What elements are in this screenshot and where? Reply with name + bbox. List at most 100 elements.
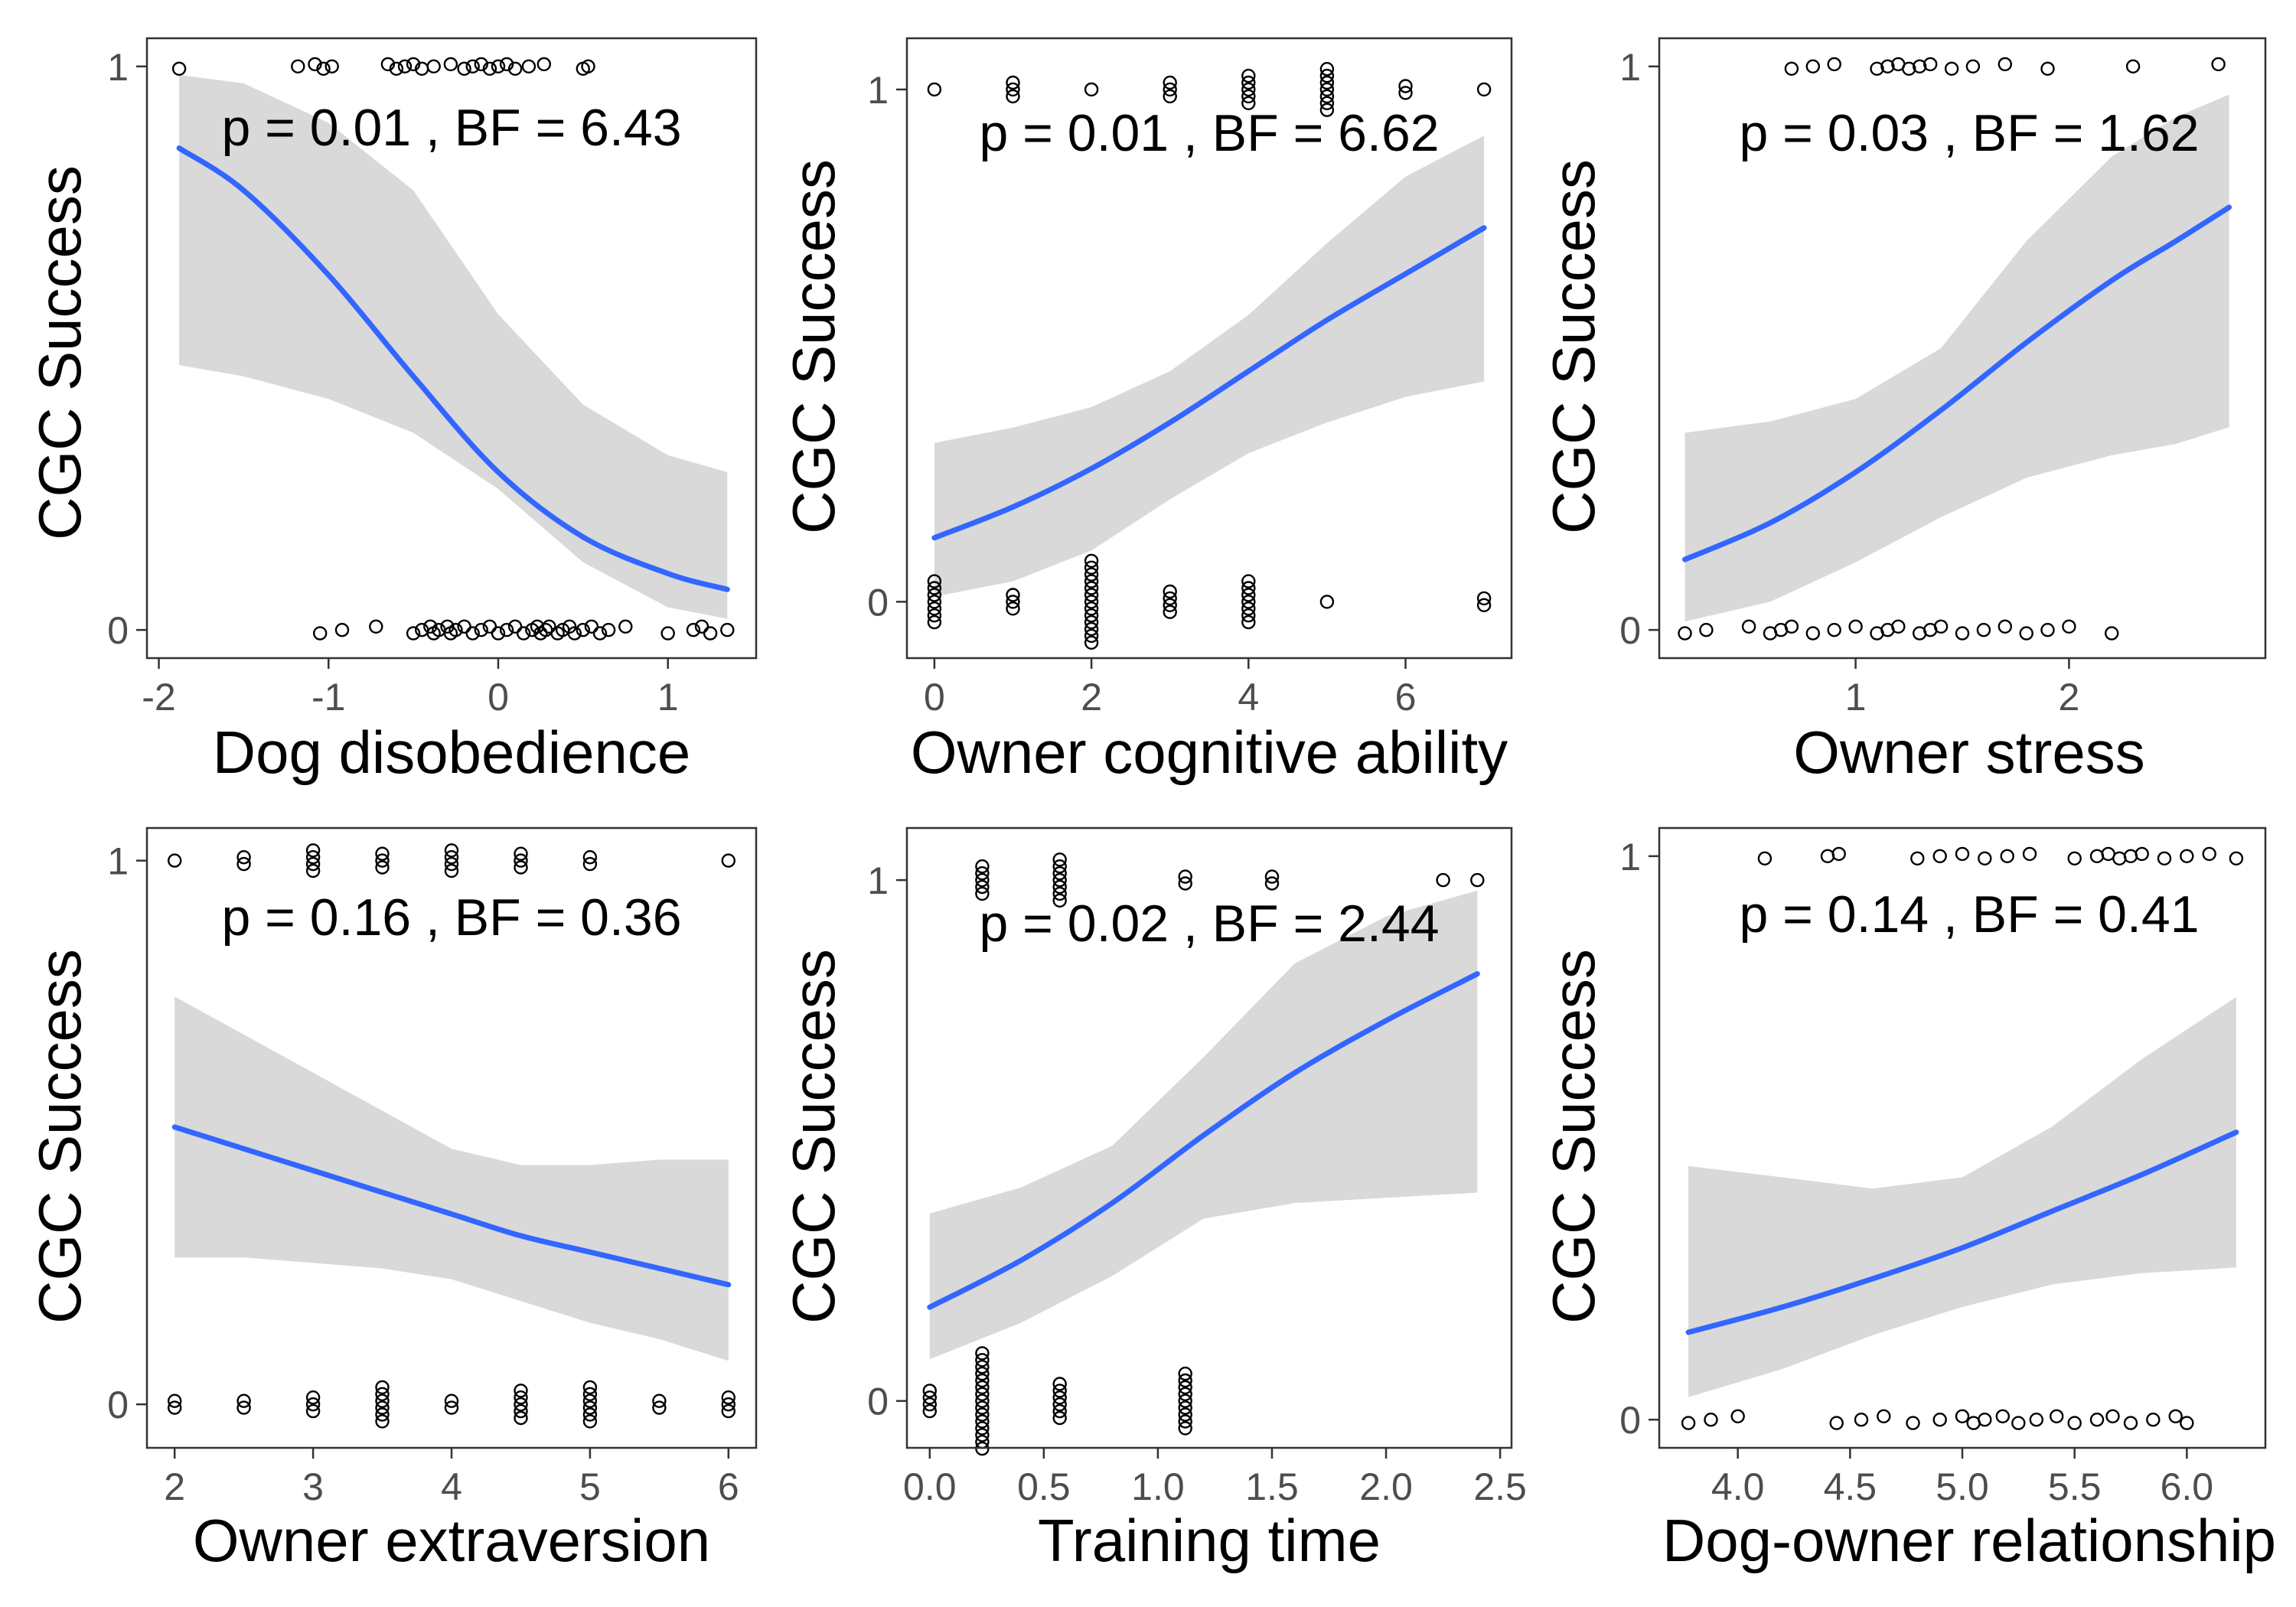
data-point <box>2089 1412 2105 1427</box>
data-point <box>1955 1409 1970 1424</box>
data-point <box>305 863 321 878</box>
data-point <box>721 853 735 868</box>
data-point <box>1933 619 1949 634</box>
data-point <box>1084 581 1099 595</box>
data-point <box>592 626 608 641</box>
x-tick-label: 2 <box>2059 676 2080 719</box>
y-tick-label: 0 <box>867 1380 889 1423</box>
data-point <box>922 1384 938 1398</box>
data-point <box>618 619 633 634</box>
data-point <box>514 1390 528 1405</box>
data-point <box>1241 614 1256 630</box>
xlabel: Training time <box>1038 1507 1381 1574</box>
data-point <box>975 1428 990 1442</box>
data-point <box>1052 879 1067 895</box>
plot-frame <box>145 37 758 660</box>
data-point <box>536 57 551 72</box>
data-point <box>652 1400 667 1415</box>
data-point <box>582 1400 598 1415</box>
data-point <box>1084 628 1099 644</box>
data-point <box>1178 1421 1192 1436</box>
data-point <box>2135 846 2149 862</box>
plot-layer: 2 3 4 5 6 0 1 <box>107 826 758 1508</box>
data-point <box>922 1403 938 1419</box>
data-point <box>375 1400 390 1415</box>
data-point <box>1084 621 1099 637</box>
data-point <box>1436 872 1450 888</box>
data-point <box>1241 595 1256 609</box>
data-point <box>305 856 321 872</box>
data-point <box>2157 851 2172 866</box>
data-point <box>1757 851 1773 866</box>
data-point <box>2168 1409 2183 1424</box>
x-tick-label: 5 <box>579 1465 601 1508</box>
data-point <box>1704 1412 1718 1427</box>
plot-frame <box>1658 37 2267 660</box>
data-point <box>444 863 459 878</box>
ylabel: CGC Success <box>26 165 93 540</box>
data-point <box>975 872 990 888</box>
data-point <box>1319 89 1335 104</box>
data-point <box>465 626 480 641</box>
y-tick-label: 0 <box>107 1384 129 1426</box>
data-point <box>1476 82 1492 97</box>
data-point <box>927 595 942 609</box>
data-point <box>444 1393 459 1408</box>
data-point <box>305 843 321 858</box>
data-point <box>1678 626 1692 641</box>
data-point <box>1178 1373 1192 1388</box>
data-point <box>444 849 459 865</box>
x-tick-label: 6 <box>718 1465 739 1508</box>
data-point <box>1923 57 1938 72</box>
data-point <box>1998 619 2013 634</box>
y-tick-label: 1 <box>1619 836 1641 878</box>
data-point <box>167 1393 182 1408</box>
data-point <box>2202 846 2216 862</box>
ylabel: CGC Success <box>1540 949 1607 1324</box>
data-point <box>514 1397 528 1412</box>
data-point <box>975 1387 990 1402</box>
data-point <box>1052 1410 1067 1426</box>
data-point <box>1084 560 1099 575</box>
data-point <box>975 865 990 881</box>
data-point <box>1932 1412 1947 1427</box>
data-point <box>375 1407 390 1422</box>
x-tick-label: 2 <box>164 1465 185 1508</box>
data-point <box>2029 1412 2044 1427</box>
data-point <box>1476 591 1492 606</box>
x-tick-label: 1 <box>1845 676 1867 719</box>
data-point <box>1178 1366 1192 1381</box>
data-point <box>1241 82 1256 97</box>
data-point <box>2067 1416 2082 1430</box>
data-point <box>1829 1416 1844 1430</box>
panel-training-time: 0.0 0.5 1.0 1.5 2.0 2.5 0 1 Training time CGC S… <box>780 826 1527 1574</box>
data-point <box>1827 57 1841 72</box>
data-point <box>308 57 322 72</box>
data-point <box>1178 1393 1192 1408</box>
data-point <box>334 623 350 637</box>
data-point <box>975 1346 990 1361</box>
data-point <box>2019 626 2033 641</box>
data-point <box>236 1400 251 1415</box>
data-point <box>582 849 598 865</box>
data-point <box>1178 1387 1192 1402</box>
data-point <box>514 860 528 875</box>
data-point <box>975 1373 990 1388</box>
data-point <box>1319 103 1335 117</box>
data-point <box>1730 1409 1745 1424</box>
data-point <box>2062 619 2076 634</box>
data-point <box>694 619 709 634</box>
data-point <box>305 1390 321 1405</box>
data-point <box>167 853 182 868</box>
data-point <box>171 61 187 77</box>
data-point <box>927 574 942 588</box>
data-point <box>1163 75 1177 90</box>
data-point <box>1052 886 1067 901</box>
data-point <box>2105 1409 2120 1424</box>
data-point <box>1052 1384 1067 1398</box>
data-point <box>1319 96 1335 111</box>
data-point <box>1241 68 1256 83</box>
data-point <box>375 846 390 861</box>
stat-annotation: p = 0.02 , BF = 2.44 <box>979 895 1439 953</box>
